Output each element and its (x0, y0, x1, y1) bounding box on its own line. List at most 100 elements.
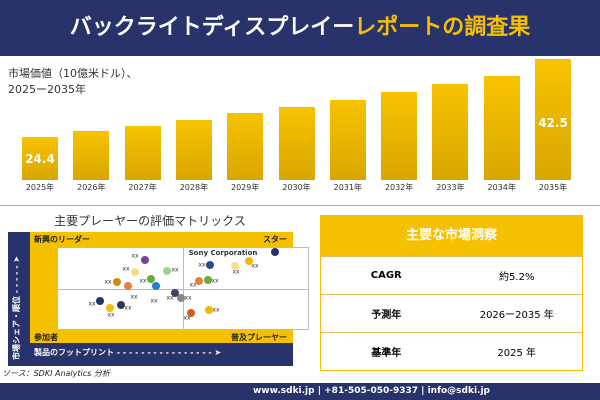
x-tick-label: 2030年 (282, 183, 311, 192)
player-label: xx (189, 281, 197, 289)
bar-2030年 (278, 106, 315, 180)
matrix-ylabel: 市場シェア・順位 - - - - - ➤ (11, 256, 22, 360)
x-tick-label: 2032年 (384, 183, 414, 192)
player-label: xx (211, 277, 219, 285)
table-row: 予測年 2026ー2035 年 (321, 294, 582, 332)
row-value: 2025 年 (497, 348, 537, 359)
player-label: xx (131, 252, 139, 260)
player-point (113, 278, 121, 286)
x-tick-label: 2034年 (487, 183, 516, 192)
player-point (206, 261, 214, 269)
player-point (271, 248, 279, 256)
bar-2028年 (175, 119, 212, 180)
player-point (195, 277, 203, 285)
title-accent: レポートの調査果 (354, 15, 531, 40)
player-point (117, 301, 125, 309)
table-row: 基準年 2025 年 (321, 332, 582, 370)
x-tick-label: 2028年 (179, 183, 209, 192)
matrix-chart: 新興のリーダー スター 参加者 普及プレーヤー 製品のフットプリント - - -… (8, 232, 309, 366)
table-row: CAGR 約5.2% (321, 256, 582, 294)
bar-2031年 (329, 99, 366, 180)
player-label: xx (198, 261, 206, 269)
player-label: xx (212, 306, 220, 314)
player-label: xx (88, 300, 96, 308)
x-tick-label: 2026年 (77, 183, 106, 192)
quadrant-top-left: 新興のリーダー (34, 235, 90, 244)
bar-2033年 (432, 84, 469, 180)
quadrant-bottom-left: 参加者 (34, 333, 58, 342)
player-label: xx (124, 304, 132, 312)
player-label: xx (139, 277, 147, 285)
divider (0, 205, 600, 206)
player-label: xx (251, 262, 259, 270)
bar-2035年 (535, 58, 571, 180)
player-point (163, 267, 171, 275)
arrow-right-icon: - - - - - - - - - - - - - - - - ➤ (116, 348, 222, 357)
row-key: CAGR (370, 270, 402, 281)
matrix-xlabel: 製品のフットプリント - - - - - - - - - - - - - - -… (34, 347, 221, 358)
quadrant-bottom-right: 普及プレーヤー (231, 333, 287, 342)
arrow-up-icon: - - - - - ➤ (12, 255, 21, 294)
bar-2034年 (483, 76, 520, 180)
bar-chart-ylabel: 市場価値（10億米ドル）、 2025ー2035年 (8, 66, 138, 98)
ylabel-line1: 市場価値（10億米ドル）、 (8, 67, 138, 80)
data-label: 42.5 (538, 116, 568, 130)
matrix-frame: 新興のリーダー スター 参加者 普及プレーヤー (30, 232, 309, 343)
header: バックライトディスプレイーレポートの調査果 (0, 0, 600, 56)
row-key: 予測年 (371, 310, 402, 321)
xlabel-text: 製品のフットプリント (34, 348, 114, 357)
player-label: xx (171, 266, 179, 274)
player-label: xx (104, 278, 112, 286)
player-point (205, 306, 213, 314)
player-point (131, 268, 139, 276)
x-tick-label: 2035年 (538, 183, 568, 192)
title-main: バックライトディスプレイー (69, 15, 355, 40)
player-point (171, 289, 179, 297)
player-point (141, 256, 149, 264)
player-point (96, 297, 104, 305)
player-label: xx (232, 268, 240, 276)
data-label: 24.4 (25, 152, 55, 166)
player-point (177, 294, 185, 302)
player-label: xx (107, 311, 115, 319)
ylabel-line2: 2025ー2035年 (8, 83, 86, 96)
player-label: xx (150, 297, 158, 305)
quadrant-top-right: スター (263, 235, 287, 244)
player-point (245, 257, 253, 265)
player-label: xx (130, 293, 138, 301)
player-point (124, 282, 132, 290)
bar-2025年 (22, 136, 58, 180)
x-tick-label: 2027年 (128, 183, 157, 192)
insights-table: 主要な市場洞察 CAGR 約5.2% 予測年 2026ー2035 年 基準年 2025… (320, 215, 583, 371)
bar-2029年 (227, 113, 264, 180)
horizontal-midline (58, 289, 308, 290)
x-tick-label: 2029年 (231, 183, 260, 192)
player-label: Sony Corporation (188, 249, 258, 257)
bar-chart: 2025年 2026年 2027年 2028年 2029年 2030年 2031年 2032年… (0, 56, 600, 206)
player-label: xx (122, 265, 130, 273)
player-point (106, 304, 114, 312)
x-tick-label: 2033年 (436, 183, 465, 192)
source-note: ソース：SDKI Analytics 分析 (2, 369, 110, 378)
x-tick-label: 2031年 (333, 183, 362, 192)
player-label: xx (166, 294, 174, 302)
matrix-title: 主要プレーヤーの評価マトリックス (54, 214, 246, 228)
row-value: 2026ー2035 年 (479, 310, 554, 321)
player-label: xx (184, 294, 192, 302)
bar-2032年 (381, 92, 418, 180)
player-point (204, 276, 212, 284)
table-title: 主要な市場洞察 (321, 216, 582, 256)
x-tick-label: 2025年 (25, 183, 55, 192)
player-point (231, 262, 239, 270)
row-value: 約5.2% (499, 272, 535, 283)
row-key: 基準年 (371, 348, 402, 359)
player-point (152, 282, 160, 290)
matrix-plot (57, 247, 309, 330)
ylabel-text: 市場シェア・順位 (12, 296, 21, 360)
player-point (187, 309, 195, 317)
player-point (147, 275, 155, 283)
bar-2026年 (73, 131, 110, 180)
vertical-midline (183, 248, 184, 329)
player-label: xx (183, 314, 191, 322)
footer-contact: www.sdki.jp | +81-505-050-9337 | info@sd… (0, 383, 600, 400)
